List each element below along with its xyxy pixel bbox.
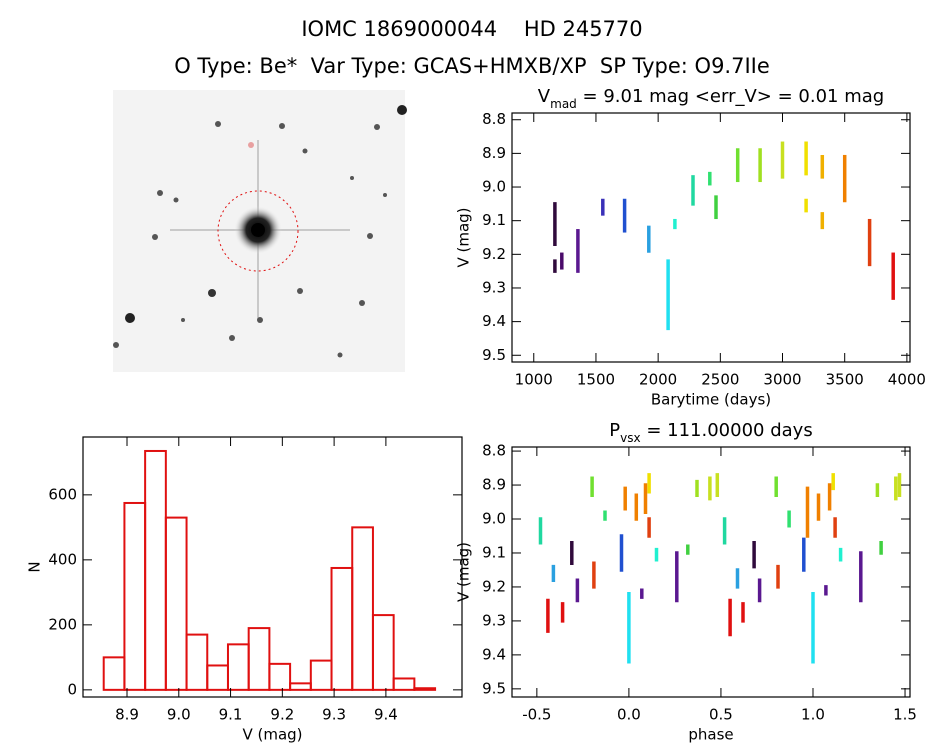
x-tick-label: -0.5 <box>522 706 551 724</box>
histogram-bar <box>144 449 167 691</box>
y-tick-label: 0 <box>67 680 77 698</box>
page-subtitle: O Type: Be* Var Type: GCAS+HMXB/XP SP Ty… <box>174 54 770 78</box>
x-axis-label: V (mag) <box>242 726 302 744</box>
histogram-bar <box>330 566 354 691</box>
x-tick-label: 0.0 <box>617 706 641 724</box>
histogram-bar <box>309 659 333 691</box>
x-tick-label: 9.1 <box>219 706 243 724</box>
title-subscript: mad <box>550 97 577 111</box>
histogram-bar <box>247 627 271 691</box>
y-tick-label: 9.0 <box>482 510 506 528</box>
y-tick-label: 9.1 <box>482 211 506 229</box>
data-points <box>647 473 835 494</box>
y-axis-label: N <box>26 561 44 572</box>
x-tick-label: 3500 <box>826 371 864 389</box>
page-title: IOMC 1869000044 HD 245770 <box>301 17 642 41</box>
title-subscript: vsx <box>620 431 640 445</box>
x-tick-label: 9.0 <box>167 706 191 724</box>
y-tick-label: 9.3 <box>482 611 506 629</box>
x-tick-label: 1000 <box>515 371 553 389</box>
x-tick-label: 2000 <box>639 371 677 389</box>
x-tick-label: 1500 <box>577 371 615 389</box>
y-axis-label: V (mag) <box>455 542 473 602</box>
histogram-bar <box>206 664 229 691</box>
data-points <box>575 551 863 603</box>
histogram-bar <box>226 643 250 691</box>
data-points <box>623 483 832 538</box>
plot-frame <box>82 436 463 698</box>
x-tick-label: 4000 <box>888 371 926 389</box>
y-tick-label: 9.5 <box>482 679 506 697</box>
panel: Vmad = 9.01 mag <err_V> = 0.01 mag 1000 15… <box>455 86 926 409</box>
x-tick-label: 9.2 <box>270 706 294 724</box>
y-tick-label: 200 <box>48 615 77 633</box>
x-tick-label: 8.9 <box>115 706 139 724</box>
histogram-bar <box>392 677 416 691</box>
x-tick-label: 1.5 <box>893 706 917 724</box>
y-tick-label: 8.8 <box>482 110 506 128</box>
data-points <box>538 517 727 545</box>
title-rest: = 9.01 mag <err_V> = 0.01 mag <box>577 86 884 107</box>
histogram-bar <box>102 656 126 691</box>
sky-image <box>113 90 407 372</box>
y-tick-label: 9.1 <box>482 543 506 561</box>
y-tick-label: 8.9 <box>482 144 506 162</box>
x-axis-label: Barytime (days) <box>651 391 771 409</box>
y-tick-label: 400 <box>48 550 77 568</box>
histogram-bar <box>371 614 395 691</box>
data-points <box>590 476 778 497</box>
y-tick-label: 9.0 <box>482 178 506 196</box>
data-points <box>551 564 740 589</box>
data-points <box>592 517 837 589</box>
data-points <box>619 534 806 572</box>
title-main: P <box>609 420 620 441</box>
data-points <box>695 479 880 497</box>
histogram-bar <box>351 526 374 691</box>
y-tick-label: 8.8 <box>482 442 506 460</box>
title-main: V <box>538 86 551 107</box>
x-tick-label: 3000 <box>763 371 801 389</box>
x-tick-label: 1.0 <box>801 706 825 724</box>
y-tick-label: 9.5 <box>482 346 506 364</box>
y-tick-label: 600 <box>48 485 77 503</box>
y-tick-label: 9.4 <box>482 645 506 663</box>
plot-frame <box>511 112 911 363</box>
x-tick-label: 9.4 <box>374 706 398 724</box>
panel: 8.9 9.0 9.1 9.2 9.3 9.4 0 200 400 600 V (mag) N <box>26 436 463 744</box>
y-tick-label: 9.2 <box>482 245 506 263</box>
histogram-bar <box>268 662 292 691</box>
x-tick-label: 0.5 <box>709 706 733 724</box>
data-points <box>603 510 791 528</box>
title-rest: = 111.00000 days <box>641 420 813 441</box>
histogram-bar <box>289 682 312 691</box>
histogram-bar <box>123 501 147 691</box>
data-points <box>686 541 883 555</box>
data-points <box>546 598 745 637</box>
data-points <box>708 473 902 501</box>
plot-frame <box>511 446 911 698</box>
histogram-bar <box>185 633 209 691</box>
panel: Pvsx = 111.00000 days -0.5 0.0 0.5 1.0 1.5 8.8… <box>455 420 917 744</box>
x-tick-label: 9.3 <box>322 706 346 724</box>
data-points <box>570 541 756 569</box>
y-tick-label: 9.3 <box>482 278 506 296</box>
y-tick-label: 8.9 <box>482 476 506 494</box>
panel-title: Vmad = 9.01 mag <err_V> = 0.01 mag <box>538 86 884 111</box>
histogram-bar <box>413 687 437 691</box>
y-tick-label: 9.2 <box>482 577 506 595</box>
data-points <box>627 591 815 664</box>
histogram-bar <box>164 516 188 691</box>
x-axis-label: phase <box>688 726 733 744</box>
y-tick-label: 9.4 <box>482 312 506 330</box>
data-points <box>654 547 843 562</box>
panel-title: Pvsx = 111.00000 days <box>609 420 812 445</box>
y-axis-label: V (mag) <box>455 207 473 267</box>
x-tick-label: 2500 <box>701 371 739 389</box>
